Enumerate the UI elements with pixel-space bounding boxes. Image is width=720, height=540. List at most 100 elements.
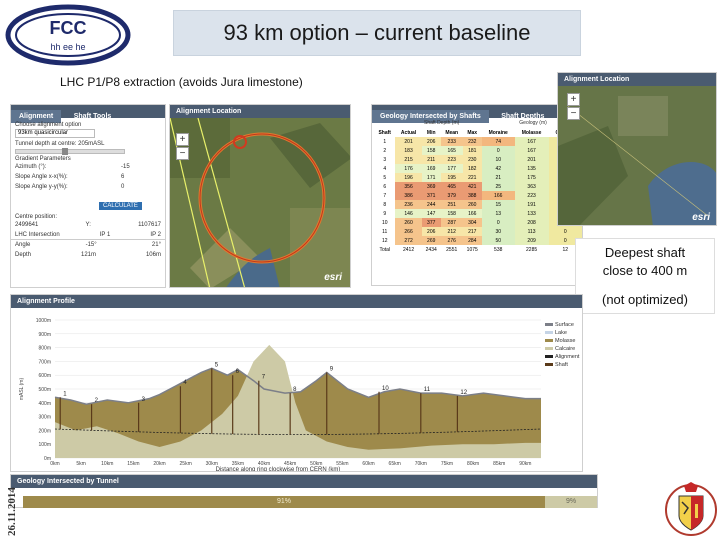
azimuth-field[interactable]: -15 [121, 164, 130, 170]
satellite-map[interactable] [170, 118, 351, 288]
geo-table-cell: 356 [395, 182, 422, 191]
profile-header: Alignment Profile [11, 295, 582, 308]
geo-table-cell: 379 [440, 191, 463, 200]
shaft-label: 11 [424, 387, 431, 393]
geo-table-cell: 181 [462, 146, 482, 155]
geo-table-cell: 135 [514, 164, 549, 173]
angle-ip1: -15° [85, 242, 97, 248]
geo-table-cell: 244 [421, 200, 441, 209]
mini-map-header: Alignment Location [558, 73, 716, 86]
geo-table-row[interactable]: 1201206233232741670 [374, 137, 582, 146]
geo-table-cell: 9 [383, 210, 387, 217]
geo-table-row[interactable]: 3215211223230102010 [374, 155, 582, 164]
geo-col-header[interactable]: Max [467, 129, 478, 136]
geo-table-cell: 201 [514, 155, 549, 164]
geo-table-row[interactable]: 12 272 269 276 284 50 209 0 [374, 236, 582, 245]
mini-zoom-out-button[interactable]: − [567, 107, 580, 120]
alignment-profile-panel: Alignment Profile 1000m 900m 800m 700m 600m 5… [10, 294, 583, 473]
mini-esri-logo: esri [692, 212, 710, 223]
depth-slider[interactable] [15, 148, 125, 155]
geo-table-cell: 221 [462, 173, 482, 182]
geo-table-cell: 232 [462, 137, 482, 146]
geo-table-cell: 465 [440, 182, 463, 191]
geo-table-cell: 363 [514, 182, 549, 191]
tab-geology-shafts[interactable]: Geology Intersected by Shafts [372, 110, 489, 123]
depth-slider-handle[interactable] [62, 148, 68, 155]
y-tick-label: 700m [38, 359, 51, 365]
geo-table-row[interactable]: 8236244251260151910 [374, 200, 582, 209]
choose-option-label: Choose alignment option [15, 122, 82, 128]
calculate-button[interactable]: CALCULATE [99, 202, 142, 210]
geo-table-row[interactable]: 4176169177182421350 [374, 164, 582, 173]
tab-shaft-depths[interactable]: Shaft Depths [501, 113, 545, 120]
alignment-tools-panel: Alignment Shaft Tools Choose alignment o… [10, 104, 166, 288]
map-panel-header: Alignment Location [170, 105, 350, 118]
geo-table-cell: 371 [421, 191, 441, 200]
slope-x-field[interactable]: 6 [121, 174, 125, 180]
shaft-label: 12 [460, 390, 467, 396]
slide-subtitle: LHC P1/P8 extraction (avoids Jura limest… [60, 75, 303, 89]
geo-col-header[interactable]: Shaft [378, 129, 391, 136]
geo-col-header[interactable]: Min [426, 129, 436, 136]
shaft-label: 1 [63, 391, 67, 397]
geo-table-cell: 5 [383, 174, 387, 181]
geo-table-cell: 191 [514, 200, 549, 209]
geo-table-cell: 2 [383, 147, 387, 154]
geo-table-cell: 166 [462, 209, 482, 218]
zoom-in-button[interactable]: + [176, 133, 189, 146]
slope-x-label: Slope Angle x-x(%): [15, 174, 68, 180]
y-tick-label: 200m [38, 428, 51, 434]
mini-satellite-map[interactable] [558, 86, 717, 226]
geo-table-cell: 50 [481, 236, 515, 245]
legend-label: Molasse [555, 338, 575, 344]
geology-tunnel-panel: Geology Intersected by Tunnel 91% 9% [10, 474, 598, 508]
geo-table-cell: 233 [440, 137, 463, 146]
geo-col-header[interactable]: Actual [400, 129, 417, 136]
x-tick-label: 90km [519, 461, 531, 467]
geo-table-cell: 223 [440, 155, 463, 164]
geo-col-header[interactable]: Mean [445, 129, 459, 136]
geo-table-cell: 217 [462, 227, 482, 236]
tab-shaft-tools[interactable]: Shaft Tools [73, 113, 112, 120]
geo-table-cell: 166 [481, 191, 515, 200]
geo-table-cell: 158 [440, 209, 463, 218]
depth-ip2: 106m [145, 252, 161, 258]
shaft-label: 10 [382, 386, 389, 392]
zoom-out-button[interactable]: − [176, 147, 189, 160]
geo-table-row[interactable]: 11 266 206 212 217 30 113 0 [374, 227, 582, 236]
slope-y-field[interactable]: 0 [121, 184, 125, 190]
geology-table: ShaftActualMinMeanMaxMoraineMolasseCalca… [374, 128, 582, 254]
geology-tunnel-header: Geology Intersected by Tunnel [11, 475, 597, 488]
geo-table-row[interactable]: 73863713793881662230 [374, 191, 582, 200]
x-tick-label: 85km [493, 461, 505, 467]
tab-alignment[interactable]: Alignment [11, 110, 62, 123]
shaft-label: 4 [183, 380, 187, 386]
geo-table-cell: 74 [481, 137, 515, 146]
legend-label: Calcaire [555, 346, 575, 352]
geo-total-cell: 2434 [425, 246, 437, 253]
profile-chart: 1000m900m800m700m600m500m400m300m200m100… [19, 318, 580, 473]
geo-table-cell: 269 [421, 236, 441, 245]
geo-table-row[interactable]: 218315816518101670 [374, 146, 582, 155]
y-tick-label: 400m [38, 401, 51, 407]
annotation-deepest-shaft: Deepest shaft close to 400 m [575, 244, 715, 280]
geo-table-cell: 15 [481, 200, 515, 209]
shaft-label: 9 [330, 366, 334, 372]
geo-table-cell: 201 [395, 137, 422, 146]
geo-table-cell: 251 [440, 200, 463, 209]
gradient-parameters-label: Gradient Parameters [15, 156, 71, 162]
x-tick-label: 15km [127, 461, 139, 467]
azimuth-label: Azimuth (°): [15, 164, 47, 170]
geo-table-row[interactable]: 9146147158166131330 [374, 209, 582, 218]
geo-col-header[interactable]: Moraine [488, 129, 508, 136]
mini-zoom-in-button[interactable]: + [567, 93, 580, 106]
legend-swatch [545, 323, 553, 326]
alignment-map-panel: Alignment Location + − esri [169, 104, 351, 288]
geo-col-header[interactable]: Molasse [521, 129, 542, 136]
geo-table-row[interactable]: 6356369465421253630 [374, 182, 582, 191]
alignment-option-select[interactable]: 93km quasicircular [15, 129, 95, 138]
geo-table-row[interactable]: 1026037728730402080 [374, 218, 582, 227]
geo-table-cell: 146 [395, 209, 422, 218]
geo-total-cell: 12 [562, 246, 569, 253]
geo-table-row[interactable]: 5196171195221211750 [374, 173, 582, 182]
